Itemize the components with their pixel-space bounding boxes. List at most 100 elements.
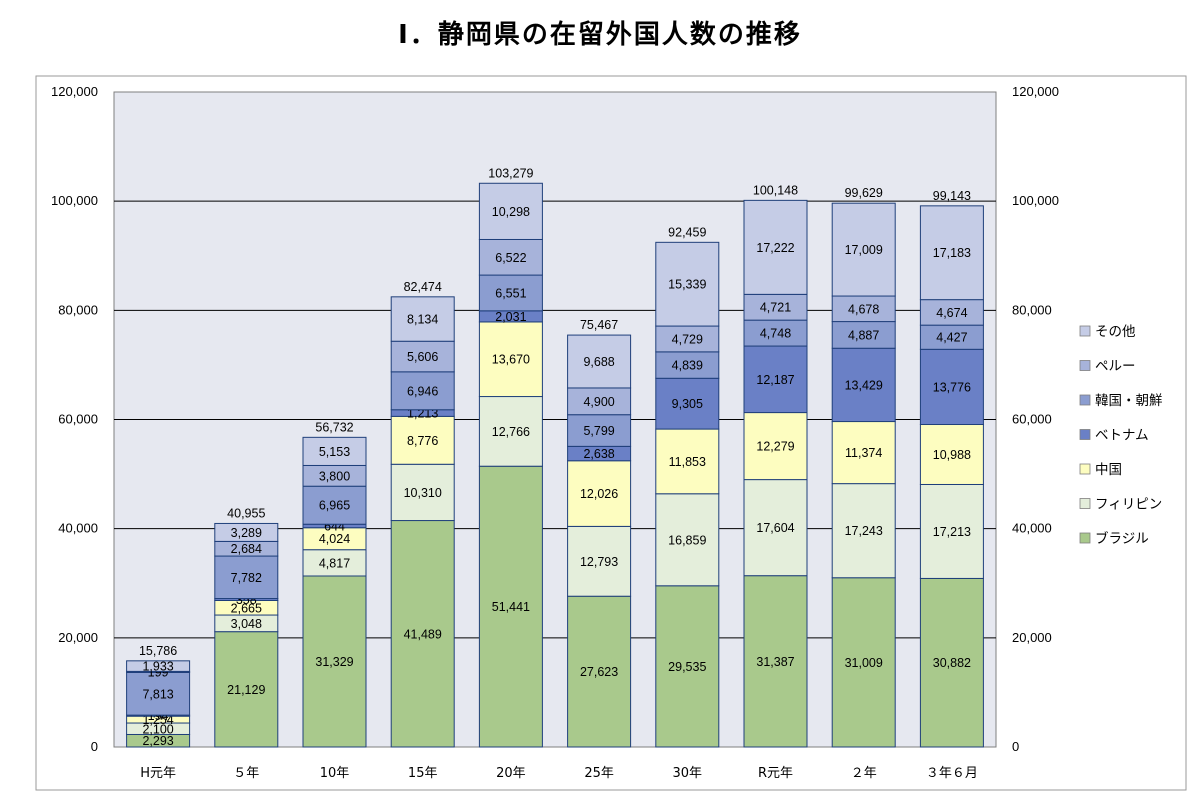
bar-segment [831,202,896,297]
bar-segment [831,295,896,323]
bar-value-label: 8,134 [407,313,438,327]
bar-value-label: 3,048 [231,617,262,631]
bar-segment [919,205,984,301]
bar-value-label: 4,748 [760,327,791,341]
bar-value-label: 4,729 [672,332,703,346]
bar-segment [567,334,632,389]
bar-value-label: 31,009 [845,656,883,670]
bar-value-label: 2,293 [142,734,173,748]
bar-value-label: 2,638 [583,447,614,461]
x-category-label: 20年 [496,766,526,781]
bar-segment [743,293,808,321]
x-category-label: 15年 [408,766,438,781]
bar-value-label: 5,153 [319,445,350,459]
bar-total-label: 56,732 [315,420,353,434]
x-axis-categories: H元年 ５年 10年 15年 20年 25年 30年 R元年 ２年 ３年６月 [140,766,978,781]
legend-swatch [1079,498,1091,509]
bar-segment [831,421,896,485]
bar-total-label: 100,148 [753,183,798,197]
bar-value-label: 2,684 [231,542,262,556]
bar-value-label: 17,183 [933,246,971,260]
bar-value-label: 17,604 [756,521,794,535]
bar-segment [743,199,808,295]
bar-segment [655,493,720,587]
y-tick-label-left: 60,000 [58,412,98,427]
bar-value-label: 9,305 [672,397,703,411]
bar-segment [919,348,984,426]
bar-value-label: 17,222 [756,241,794,255]
bar-segment [126,660,191,672]
bar-segment [919,299,984,326]
bar-value-label: 12,026 [580,487,618,501]
bar-value-label: 11,374 [845,446,882,460]
y-tick-label-right: 20,000 [1012,630,1052,645]
legend-label: その他 [1095,324,1136,340]
y-tick-label-right: 120,000 [1012,84,1059,99]
bar-value-label: 17,243 [845,524,883,538]
bar-value-label: 4,817 [319,556,350,570]
bar-value-label: 10,298 [492,205,530,219]
bar-value-label: 13,776 [933,380,971,394]
bar-total-label: 82,474 [404,280,442,294]
bar-segment [743,345,808,414]
bar-segment [831,321,896,349]
bar-segment [478,238,543,276]
bar-value-label: 12,279 [756,440,794,454]
bar-value-label: 4,839 [672,359,703,373]
bar-value-label: 4,678 [848,302,879,316]
bars: 2,2932,1001,2541947,8131991,93315,78621,… [126,166,984,748]
x-category-label: ２年 [851,766,877,781]
bar-value-label: 5,606 [407,350,438,364]
x-category-label: 25年 [584,766,614,781]
bar-total-label: 92,459 [668,225,706,239]
bar-value-label: 31,387 [756,655,794,669]
bar-segment [126,671,191,716]
bar-value-label: 6,946 [407,384,438,398]
bar-value-label: 30,882 [933,656,971,670]
bar-value-label: 4,721 [760,301,791,315]
y-tick-label-left: 40,000 [58,521,98,536]
bar-value-label: 17,009 [845,243,883,257]
bar-segment [390,463,455,522]
bar-segment [478,465,543,748]
legend-label: ベトナム [1095,428,1149,444]
bar-value-label: 6,522 [495,251,526,265]
bar-value-label: 7,813 [142,687,173,701]
bar-segment [478,274,543,312]
bar-value-label: 21,129 [227,683,265,697]
bar-segment [478,321,543,398]
bar-total-label: 103,279 [488,166,533,180]
bar-segment [567,460,632,527]
bar-value-label: 4,887 [848,328,879,342]
bar-segment [567,595,632,748]
y-tick-label-right: 60,000 [1012,412,1052,427]
bar-segment [919,483,984,579]
bar-value-label: 12,793 [580,555,618,569]
bar-value-label: 3,289 [231,526,262,540]
bar-value-label: 17,213 [933,525,971,539]
bar-value-label: 1,933 [142,660,173,674]
bar-value-label: 16,859 [668,533,706,547]
legend-swatch [1079,463,1091,475]
bar-value-label: 6,965 [319,499,350,513]
bar-segment [567,414,632,447]
bar-value-label: 4,900 [583,395,614,409]
bar-segment [302,575,367,748]
bar-segment [390,415,455,465]
x-category-label: ３年６月 [926,766,978,781]
x-category-label: R元年 [758,766,793,781]
bar-value-label: 9,688 [583,355,614,369]
bar-segment [919,324,984,350]
y-tick-label-right: 0 [1012,739,1019,754]
bar-value-label: 15,339 [668,278,706,292]
bar-segment [919,577,984,748]
bar-segment [655,351,720,379]
bar-segment [567,387,632,416]
y-tick-label-right: 100,000 [1012,193,1059,208]
y-tick-label-right: 80,000 [1012,302,1052,317]
bar-segment [655,428,720,495]
bar-total-label: 15,786 [139,644,177,658]
bar-value-label: 11,853 [669,455,706,469]
